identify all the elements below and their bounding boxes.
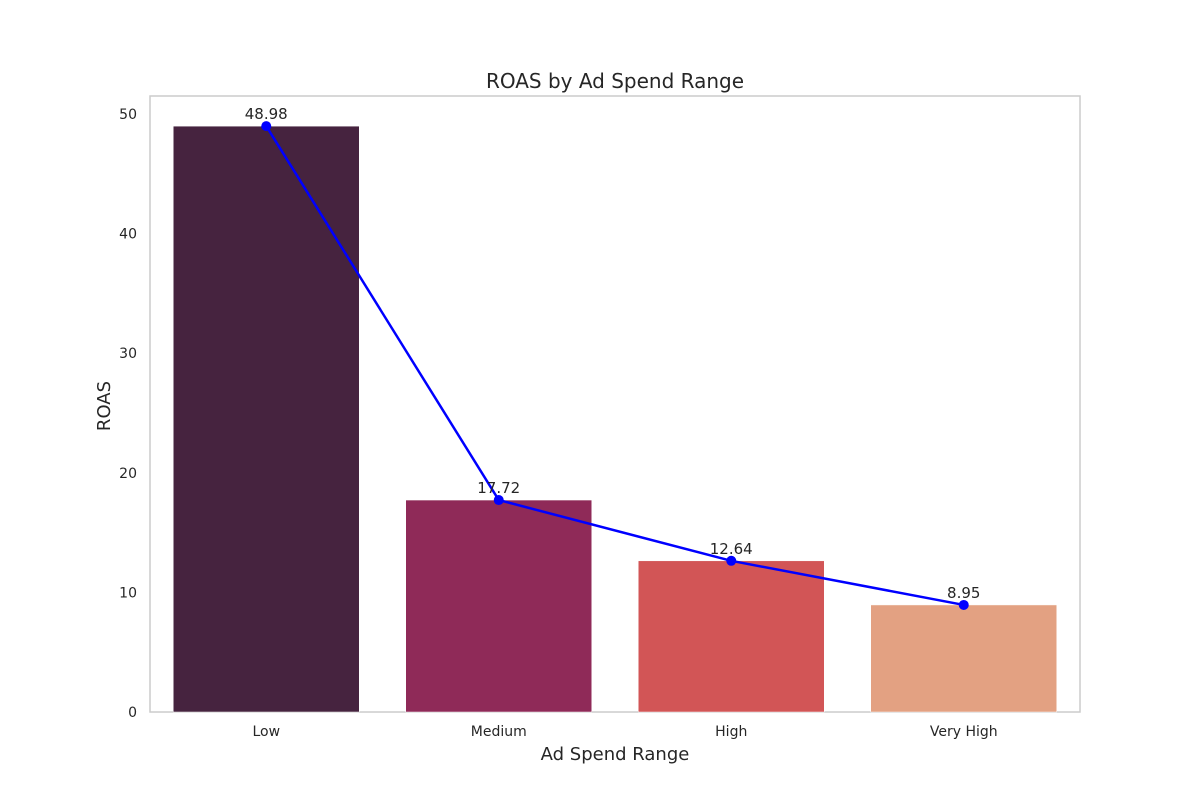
- y-tick-label: 30: [119, 346, 137, 362]
- y-tick-label: 10: [119, 585, 137, 601]
- data-label: 12.64: [710, 540, 753, 558]
- x-tick-label: High: [715, 724, 747, 740]
- data-label: 48.98: [245, 105, 288, 123]
- roas-trend-line: [265, 125, 964, 607]
- data-label: 17.72: [477, 479, 520, 497]
- y-tick-label: 0: [128, 705, 137, 721]
- x-tick-label: Very High: [930, 724, 998, 740]
- line-point-high: [726, 555, 737, 566]
- y-axis-label: ROAS: [94, 381, 115, 431]
- plot-area-frame: [149, 95, 1081, 713]
- x-tick-label: Low: [252, 724, 280, 740]
- bar-low: [173, 125, 360, 713]
- line-point-medium: [493, 495, 504, 506]
- line-point-low: [261, 121, 272, 132]
- y-tick-label: 20: [119, 466, 137, 482]
- x-tick-label: Medium: [471, 724, 527, 740]
- y-tick-label: 50: [119, 107, 137, 123]
- bar-medium: [405, 499, 592, 713]
- x-axis-ticks: Low Medium High Very High: [252, 724, 997, 740]
- chart-title: ROAS by Ad Spend Range: [486, 69, 744, 93]
- bar-high: [638, 560, 825, 713]
- x-axis-label: Ad Spend Range: [541, 744, 690, 765]
- data-label: 8.95: [947, 584, 980, 602]
- y-tick-label: 40: [119, 227, 137, 243]
- y-axis-ticks: 0 10 20 30 40 50: [119, 107, 137, 721]
- data-labels-layer: 48.98 17.72 12.64 8.95: [245, 105, 981, 602]
- line-point-very-high: [958, 599, 969, 610]
- line-layer: [261, 121, 969, 610]
- bars-layer: [173, 125, 1057, 713]
- bar-very-high: [870, 604, 1057, 713]
